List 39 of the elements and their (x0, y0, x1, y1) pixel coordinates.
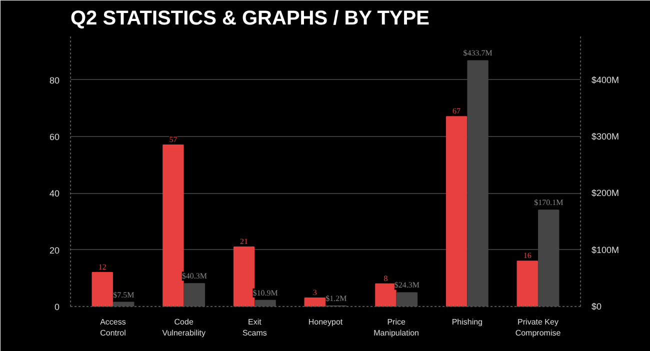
x-tick-label: Honeypot (308, 318, 344, 326)
y2-tick-label: $0 (592, 302, 602, 312)
data-label: 57 (169, 135, 178, 144)
x-tick-label: Code Vulnerability (162, 318, 206, 338)
bar (233, 246, 255, 306)
data-label: 67 (452, 106, 461, 116)
bar (184, 283, 206, 306)
x-tick-label: Phishing (452, 318, 483, 326)
y-tick-label: 40 (49, 188, 60, 199)
data-label: $24.3M (394, 280, 420, 290)
data-label: $40.3M (182, 272, 208, 281)
data-label: 16 (523, 251, 532, 260)
chart-title: Q2 STATISTICS & GRAPHS / BY TYPE (70, 8, 430, 30)
y2-tick-label: $400M (592, 74, 620, 85)
bar (304, 298, 326, 306)
data-label: $1.2M (326, 294, 347, 303)
data-label: 12 (98, 262, 106, 272)
bar (254, 300, 276, 306)
y-tick-label: 80 (49, 75, 60, 86)
y-tick-label: 0 (54, 302, 60, 312)
bar (162, 144, 184, 306)
y-tick-label: 60 (49, 132, 60, 142)
bar (113, 302, 134, 306)
x-tick-label: Price Manipulation (374, 318, 420, 338)
data-label: 21 (240, 237, 248, 246)
y2-tick-label: $100M (592, 244, 620, 255)
data-label: 3 (312, 288, 317, 297)
y-tick-label: 20 (49, 245, 60, 256)
data-label: $10.9M (252, 288, 278, 298)
y2-tick-label: $200M (592, 188, 620, 198)
x-tick-label: Exit Scams (242, 318, 267, 338)
bar (92, 272, 113, 306)
x-tick-label: Private Key Compromise (515, 318, 562, 338)
data-label: 8 (384, 274, 388, 283)
data-label: $170.1M (534, 198, 564, 208)
data-label: $433.7M (463, 48, 492, 58)
x-tick-label: Access Control (100, 318, 126, 338)
y2-tick-label: $300M (592, 132, 620, 142)
data-label: $7.5M (113, 290, 134, 300)
